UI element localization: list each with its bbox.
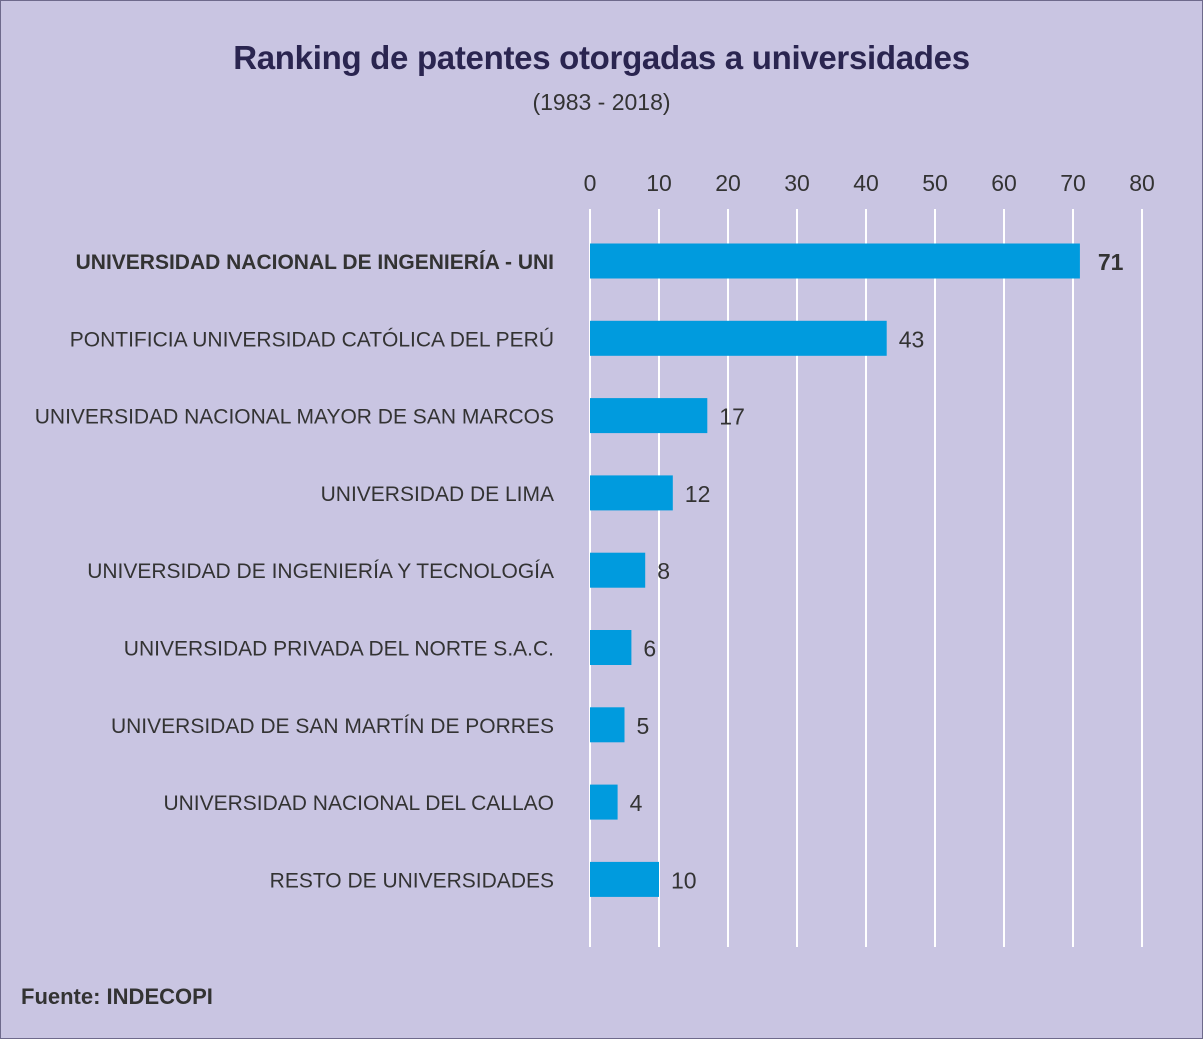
chart-title: Ranking de patentes otorgadas a universi… xyxy=(233,39,970,76)
x-tick-label: 60 xyxy=(991,170,1017,196)
x-tick-label: 10 xyxy=(646,170,672,196)
category-label: UNIVERSIDAD DE SAN MARTÍN DE PORRES xyxy=(111,715,554,738)
data-label: 43 xyxy=(899,326,925,352)
x-tick-label: 20 xyxy=(715,170,741,196)
data-label: 8 xyxy=(657,558,670,584)
data-label: 17 xyxy=(719,404,745,430)
source-note: Fuente: INDECOPI xyxy=(21,984,213,1009)
bar xyxy=(590,398,708,434)
bar xyxy=(590,861,659,897)
bar xyxy=(590,630,632,665)
bar xyxy=(590,475,673,511)
data-label: 12 xyxy=(685,481,711,507)
x-tick-label: 40 xyxy=(853,170,879,196)
bar xyxy=(590,320,887,356)
x-tick-label: 30 xyxy=(784,170,810,196)
x-tick-label: 50 xyxy=(922,170,948,196)
category-label: RESTO DE UNIVERSIDADES xyxy=(270,869,554,892)
category-label: UNIVERSIDAD NACIONAL DE INGENIERÍA - UNI xyxy=(76,251,554,274)
bar xyxy=(590,784,618,820)
data-label: 6 xyxy=(643,636,656,662)
x-tick-label: 70 xyxy=(1060,170,1086,196)
data-label: 5 xyxy=(637,713,650,739)
x-tick-label: 0 xyxy=(584,170,597,196)
x-tick-label: 80 xyxy=(1129,170,1155,196)
bar xyxy=(590,243,1080,279)
bar xyxy=(590,707,625,743)
chart-subtitle: (1983 - 2018) xyxy=(532,89,671,115)
category-label: UNIVERSIDAD DE LIMA xyxy=(321,483,554,506)
category-label: PONTIFICIA UNIVERSIDAD CATÓLICA DEL PERÚ xyxy=(70,328,554,351)
category-label: UNIVERSIDAD PRIVADA DEL NORTE S.A.C. xyxy=(124,638,554,661)
category-label: UNIVERSIDAD DE INGENIERÍA Y TECNOLOGÍA xyxy=(87,560,554,583)
data-label: 71 xyxy=(1098,249,1124,275)
category-label: UNIVERSIDAD NACIONAL DEL CALLAO xyxy=(163,792,554,815)
data-label: 10 xyxy=(671,867,697,893)
bar xyxy=(590,552,646,588)
category-label: UNIVERSIDAD NACIONAL MAYOR DE SAN MARCOS xyxy=(35,406,554,429)
data-label: 4 xyxy=(630,790,643,816)
